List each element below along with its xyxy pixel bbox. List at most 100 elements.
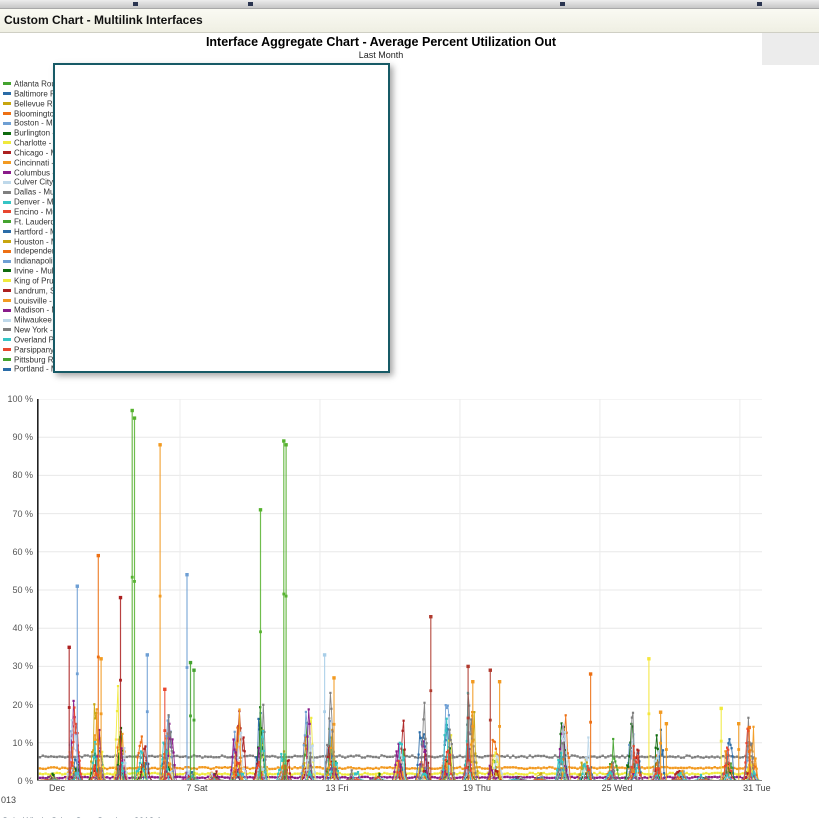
y-tick-label: 0 % (17, 776, 33, 786)
legend-item: Madison - M (3, 305, 123, 315)
legend-swatch (3, 279, 11, 283)
legend-item: Overland Pa (3, 335, 123, 345)
chrome-mark (133, 2, 138, 6)
chrome-mark (248, 2, 253, 6)
legend-item: Chicago - M (3, 148, 123, 158)
legend-item: Burlington - (3, 128, 123, 138)
legend-label: Encino - Mu (14, 207, 57, 217)
legend-item: Denver - Mu (3, 197, 123, 207)
legend-swatch (3, 308, 11, 312)
legend-label: Madison - M (14, 305, 59, 315)
legend-item: Independen (3, 246, 123, 256)
legend-label: Milwaukee - (14, 315, 57, 325)
legend-label: Landrum, S (14, 286, 56, 296)
y-tick-label: 50 % (12, 585, 33, 595)
legend-swatch (3, 367, 11, 371)
right-margin-block (762, 33, 819, 65)
legend-label: Dallas - Mul (14, 187, 57, 197)
chart-subtitle: Last Month (358, 50, 404, 60)
legend-item: Culver City - (3, 177, 123, 187)
legend-label: Pittsburg R (14, 355, 54, 365)
legend-item: Milwaukee - (3, 315, 123, 325)
page-title: Custom Chart - Multilink Interfaces (4, 13, 203, 27)
legend-swatch (3, 328, 11, 332)
legend-item: King of Prus (3, 276, 123, 286)
legend-label: Bellevue Ro (14, 99, 58, 109)
legend-swatch (3, 92, 11, 96)
chart-title: Interface Aggregate Chart - Average Perc… (205, 35, 557, 49)
y-tick-label: 80 % (12, 470, 33, 481)
legend-swatch (3, 230, 11, 234)
browser-chrome-strip (0, 0, 819, 9)
legend-swatch (3, 318, 11, 322)
legend-item: Charlotte - M (3, 138, 123, 148)
chart-title-block: Interface Aggregate Chart - Average Perc… (0, 35, 762, 60)
legend-item: Houston - M (3, 237, 123, 247)
x-tick-label: 13 Fri (325, 783, 349, 793)
legend-item: Bloomingto (3, 109, 123, 119)
legend-item: Dallas - Mul (3, 187, 123, 197)
legend-item: Columbus - (3, 168, 123, 178)
legend-label: New York - (14, 325, 53, 335)
legend-label: Charlotte - M (14, 138, 61, 148)
legend-swatch (3, 141, 11, 145)
legend-swatch (3, 239, 11, 243)
legend-item: Ft. Lauderd (3, 217, 123, 227)
legend-label: Atlanta Rou (14, 79, 56, 89)
legend-label: Burlington - (14, 128, 55, 138)
legend-item: Irvine - Mult (3, 266, 123, 276)
legend-label: Columbus - (14, 167, 55, 177)
legend-swatch (3, 348, 11, 352)
legend-item: Bellevue Ro (3, 99, 123, 109)
legend-swatch (3, 200, 11, 204)
legend-label: Overland Pa (14, 335, 59, 345)
legend-swatch (3, 131, 11, 135)
x-tick-label: 7 Sat (186, 783, 208, 793)
y-tick-label: 70 % (12, 508, 33, 519)
legend-label: Portland - M (14, 364, 58, 374)
legend-item: Louisville - M (3, 296, 123, 306)
legend-swatch (3, 220, 11, 224)
x-tick-label: 25 Wed (601, 783, 633, 793)
empty-popup-overlay (53, 63, 390, 373)
x-axis-labels: Dec 7 Sat 13 Fri 19 Thu 25 Wed 31 Tue (37, 783, 777, 795)
legend-item: Pittsburg R (3, 355, 123, 365)
utilization-plot (37, 399, 762, 781)
chart-legend: Atlanta Rou Baltimore R Bellevue Ro Bloomin… (3, 79, 123, 374)
y-tick-label: 10 % (12, 737, 33, 748)
y-tick-label: 100 % (7, 394, 33, 404)
legend-label: Denver - Mu (14, 197, 59, 207)
legend-item: Portland - M (3, 364, 123, 374)
legend-item: Hartford - M (3, 227, 123, 237)
legend-label: King of Prus (14, 276, 58, 286)
legend-item: Atlanta Rou (3, 79, 123, 89)
legend-label: Ft. Lauderd (14, 217, 55, 227)
legend-item: Cincinnati - (3, 158, 123, 168)
legend-swatch (3, 210, 11, 214)
footer-text: SolarWinds Orion Core Services 2013.1 (2, 811, 402, 818)
legend-item: Baltimore R (3, 89, 123, 99)
legend-swatch (3, 289, 11, 293)
y-tick-label: 20 % (12, 699, 33, 710)
legend-label: Hartford - M (14, 227, 57, 237)
legend-label: Boston - Mu (14, 118, 58, 128)
y-tick-label: 40 % (12, 623, 33, 634)
legend-label: Baltimore R (14, 89, 56, 99)
legend-swatch (3, 151, 11, 155)
legend-swatch (3, 190, 11, 194)
x-tick-label: 19 Thu (463, 783, 491, 793)
legend-item: Indianapolis (3, 256, 123, 266)
legend-label: Houston - M (14, 236, 58, 246)
legend-swatch (3, 259, 11, 263)
chrome-mark (757, 2, 762, 6)
legend-item: Encino - Mu (3, 207, 123, 217)
legend-item: Boston - Mu (3, 118, 123, 128)
legend-swatch (3, 82, 11, 86)
legend-label: Parsippany (14, 345, 55, 355)
x-tick-label: 31 Tue (743, 783, 771, 793)
legend-swatch (3, 298, 11, 302)
y-tick-label: 90 % (12, 432, 33, 443)
legend-item: Parsippany (3, 345, 123, 355)
legend-label: Independen (14, 246, 57, 256)
